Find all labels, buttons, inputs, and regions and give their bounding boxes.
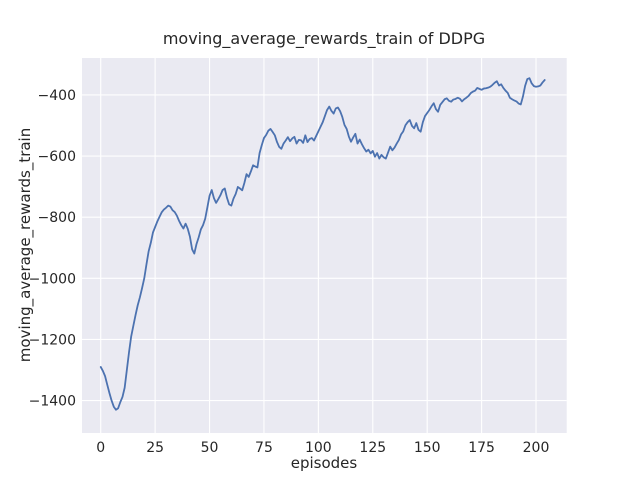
x-tick-label: 50: [201, 440, 219, 456]
plot-area: [82, 58, 567, 433]
line-series: [99, 77, 546, 411]
y-tick-labels: −400 −600 −800 −1000 −1200 −1400: [29, 88, 76, 410]
x-tick-label: 100: [305, 440, 332, 456]
y-tick-label: −1200: [29, 332, 76, 348]
x-tick-label: 150: [414, 440, 441, 456]
y-axis-label: moving_average_rewards_train: [16, 128, 35, 362]
x-tick-label: 200: [523, 440, 550, 456]
x-tick-label: 175: [468, 440, 495, 456]
x-axis-label: episodes: [291, 454, 358, 472]
y-tick-label: −600: [38, 149, 76, 165]
grid: [82, 58, 567, 433]
chart-title: moving_average_rewards_train of DDPG: [163, 29, 485, 49]
x-tick-label: 125: [359, 440, 386, 456]
y-tick-label: −400: [38, 88, 76, 104]
x-tick-label: 75: [255, 440, 273, 456]
y-tick-label: −800: [38, 210, 76, 226]
y-tick-label: −1400: [29, 394, 76, 410]
x-tick-labels: 0 25 50 75 100 125 150 175 200: [96, 440, 549, 456]
y-tick-label: −1000: [29, 271, 76, 287]
x-tick-label: 0: [96, 440, 105, 456]
x-tick-label: 25: [146, 440, 164, 456]
